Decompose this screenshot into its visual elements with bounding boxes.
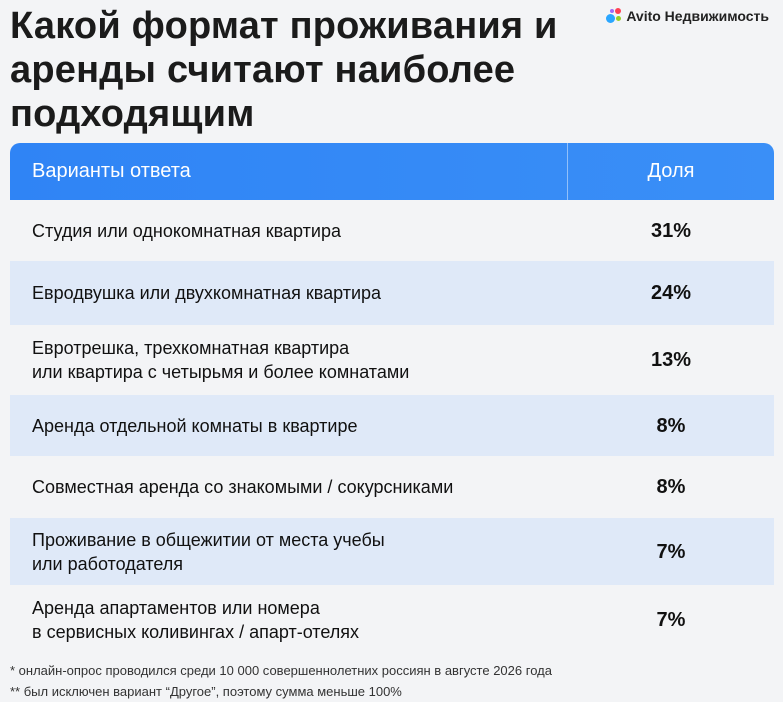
footnotes: * онлайн-опрос проводился среди 10 000 с… xyxy=(10,660,552,702)
row-label: Студия или однокомнатная квартира xyxy=(10,219,568,243)
row-label-line: Евротрешка, трехкомнатная квартира xyxy=(32,338,350,358)
row-label-line: или квартира с четырьмя и более комнатам… xyxy=(32,362,410,382)
survey-table: Варианты ответа Доля Студия или однокомн… xyxy=(10,143,774,654)
brand-logo: Avito Недвижимость xyxy=(606,8,769,24)
table-row: Совместная аренда со знакомыми / сокурсн… xyxy=(10,456,774,518)
row-value: 24% xyxy=(650,282,692,304)
row-label: Евротрешка, трехкомнатная квартира или к… xyxy=(10,336,568,384)
row-value: 31% xyxy=(650,219,692,242)
table-row: Проживание в общежитии от места учебы ил… xyxy=(10,518,774,585)
page-title: Какой формат проживания и аренды считают… xyxy=(10,5,558,135)
row-label-line: Аренда апартаментов или номера xyxy=(32,597,320,618)
row-value: 8% xyxy=(656,476,686,498)
row-label-line: Евродвушка или двухкомнатная квартира xyxy=(32,283,382,303)
avito-logo-icon xyxy=(606,8,622,24)
table-row: Студия или однокомнатная квартира 31% xyxy=(10,200,774,261)
row-label: Евродвушка или двухкомнатная квартира xyxy=(10,281,568,305)
row-label-line: или работодателя xyxy=(32,553,184,574)
row-label-line: в сервисных коливингах / апарт-отелях xyxy=(32,621,360,642)
table-row: Евродвушка или двухкомнатная квартира 24… xyxy=(10,261,774,325)
row-label: Проживание в общежитии от места учебы ил… xyxy=(10,528,568,576)
header-answers: Варианты ответа xyxy=(10,143,568,200)
table-row: Аренда апартаментов или номера в сервисн… xyxy=(10,585,774,654)
brand-name: Avito Недвижимость xyxy=(626,8,769,24)
table-row: Аренда отдельной комнаты в квартире 8% xyxy=(10,395,774,456)
table-row: Евротрешка, трехкомнатная квартира или к… xyxy=(10,325,774,395)
row-label: Аренда апартаментов или номера в сервисн… xyxy=(10,596,568,644)
footnote-survey: * онлайн-опрос проводился среди 10 000 с… xyxy=(10,663,552,678)
header-share: Доля xyxy=(647,160,695,182)
row-value: 13% xyxy=(650,349,692,371)
row-label-line: Аренда отдельной комнаты в квартире xyxy=(32,415,358,436)
row-value: 8% xyxy=(656,414,686,437)
row-value: 7% xyxy=(656,608,686,631)
row-label-line: Совместная аренда со знакомыми / сокурсн… xyxy=(32,477,454,497)
row-label-line: Проживание в общежитии от места учебы xyxy=(32,529,385,550)
row-label: Совместная аренда со знакомыми / сокурсн… xyxy=(10,475,568,499)
row-value: 7% xyxy=(656,540,686,563)
row-label: Аренда отдельной комнаты в квартире xyxy=(10,414,568,438)
footnote-excluded: ** был исключен вариант “Другое”, поэтом… xyxy=(10,684,402,699)
row-label-line: Студия или однокомнатная квартира xyxy=(32,220,341,241)
table-header: Варианты ответа Доля xyxy=(10,143,774,200)
